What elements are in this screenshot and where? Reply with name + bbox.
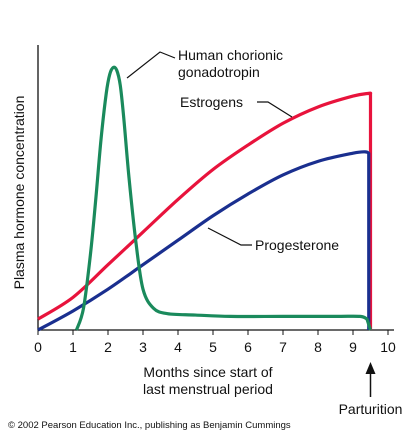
x-tick-label: 5	[209, 339, 217, 355]
annotation-text: Estrogens	[180, 94, 243, 110]
x-tick-label: 2	[104, 339, 112, 355]
x-tick-label: 1	[69, 339, 77, 355]
x-tick-label: 6	[244, 339, 252, 355]
x-axis-label: Months since start of	[143, 364, 272, 380]
hcg-series-line	[74, 65, 373, 331]
annotation-leader-line	[257, 101, 293, 118]
annotation-text: Human chorionic	[178, 47, 283, 63]
x-tick-label: 7	[279, 339, 287, 355]
axes	[37, 45, 394, 331]
annotation-text: gonadotropin	[178, 64, 260, 80]
estrogens-series-line	[37, 91, 373, 330]
x-tick-label: 8	[314, 339, 322, 355]
progesterone-series-line	[37, 150, 371, 332]
annotation-text: Progesterone	[255, 237, 339, 253]
x-tick-label: 4	[174, 339, 182, 355]
parturition-arrow-head	[365, 362, 376, 374]
copyright-notice: © 2002 Pearson Education Inc., publishin…	[8, 420, 291, 431]
x-tick-label: 9	[349, 339, 357, 355]
x-axis-label: last menstrual period	[143, 381, 273, 397]
x-tick-label: 10	[380, 339, 396, 355]
x-tick-label: 3	[139, 339, 147, 355]
parturition-label: Parturition	[339, 401, 403, 417]
y-axis-label: Plasma hormone concentration	[11, 96, 27, 290]
annotation-leader-line	[207, 227, 252, 246]
x-ticks: 0 1 2 3 4 5 6 7 8 9 10	[34, 330, 396, 355]
series-lines	[37, 65, 373, 332]
annotation-leader-line	[126, 51, 176, 79]
x-tick-label: 0	[34, 339, 42, 355]
